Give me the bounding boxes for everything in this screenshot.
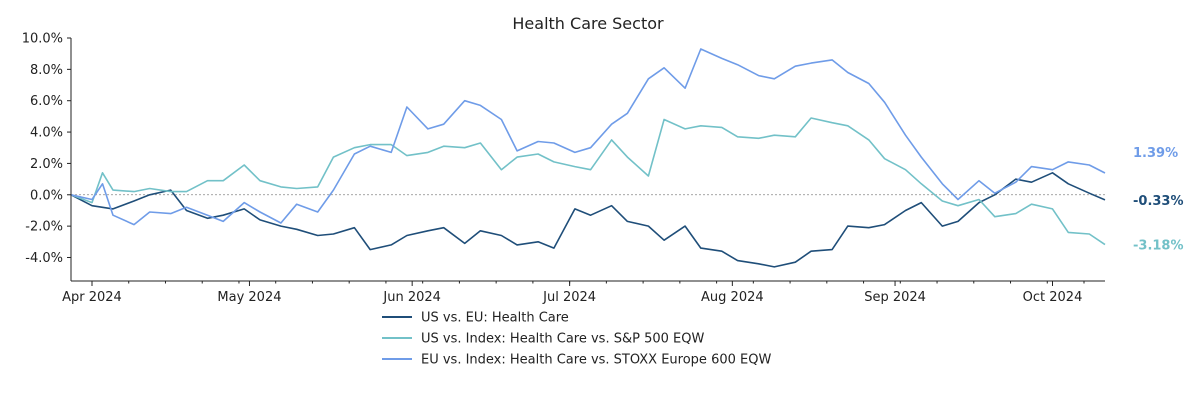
end-label-series-1: -0.33% bbox=[1133, 194, 1184, 209]
legend-label-1: US vs. EU: Health Care bbox=[421, 311, 569, 326]
y-tick-label: 8.0% bbox=[30, 63, 63, 78]
y-tick-label: 10.0% bbox=[22, 32, 63, 47]
x-tick-label: Jul 2024 bbox=[542, 290, 596, 305]
legend: US vs. EU: Health Care US vs. Index: Heal… bbox=[382, 311, 771, 368]
x-tick-label: Jun 2024 bbox=[382, 290, 441, 305]
series-lines bbox=[70, 48, 1106, 268]
y-tick-label: -2.0% bbox=[25, 220, 63, 235]
y-tick-label: -4.0% bbox=[25, 251, 63, 266]
y-tick-label: 0.0% bbox=[30, 188, 63, 203]
series-line-1 bbox=[70, 172, 1106, 268]
series-end-labels: 1.39% -0.33% -3.18% bbox=[1133, 146, 1184, 254]
chart-title: Health Care Sector bbox=[512, 14, 664, 33]
x-tick-label: May 2024 bbox=[217, 290, 281, 305]
x-tick-label: Apr 2024 bbox=[62, 290, 122, 305]
end-label-series-2: -3.18% bbox=[1133, 239, 1184, 254]
y-tick-label: 4.0% bbox=[30, 126, 63, 141]
x-axis-ticks: Apr 2024 May 2024 Jun 2024 Jul 2024 Aug 2024… bbox=[62, 281, 1085, 305]
series-line-2 bbox=[70, 117, 1106, 246]
series-line-3 bbox=[70, 48, 1106, 226]
legend-label-2: US vs. Index: Health Care vs. S&P 500 EQ… bbox=[421, 332, 704, 347]
axes bbox=[70, 38, 1105, 282]
y-tick-label: 6.0% bbox=[30, 94, 63, 109]
x-tick-label: Oct 2024 bbox=[1023, 290, 1083, 305]
x-tick-label: Sep 2024 bbox=[864, 290, 926, 305]
x-tick-label: Aug 2024 bbox=[701, 290, 764, 305]
y-axis-ticks: -4.0% -2.0% 0.0% 2.0% 4.0% 6.0% 8.0% 10.0% bbox=[22, 32, 71, 266]
legend-label-3: EU vs. Index: Health Care vs. STOXX Euro… bbox=[421, 353, 771, 368]
y-tick-label: 2.0% bbox=[30, 157, 63, 172]
end-label-series-3: 1.39% bbox=[1133, 146, 1178, 161]
